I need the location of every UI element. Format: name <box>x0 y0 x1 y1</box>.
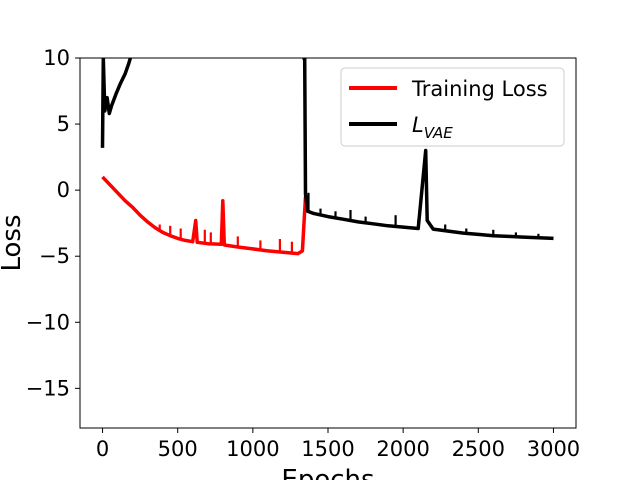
x-tick-label: 500 <box>158 437 198 461</box>
y-tick-label: 0 <box>57 178 70 202</box>
legend: Training Loss LVAE <box>340 67 565 147</box>
y-axis-ticks: 10 5 0 −5 −10 −15 <box>26 46 80 400</box>
x-tick-label: 1000 <box>226 437 279 461</box>
x-tick-label: 2000 <box>376 437 429 461</box>
legend-label-l-vae-sub: VAE <box>424 124 454 142</box>
x-tick-label: 1500 <box>301 437 354 461</box>
x-axis-title: Epochs <box>281 465 374 480</box>
series-layer <box>100 58 554 256</box>
series-line-l-vae <box>100 58 133 148</box>
x-axis-ticks: 0 500 1000 1500 2000 2500 3000 <box>96 428 580 461</box>
x-tick-label: 3000 <box>527 437 580 461</box>
y-tick-label: 5 <box>57 112 70 136</box>
legend-label-l-vae: LVAE <box>412 113 453 142</box>
legend-label-l-vae-main: L <box>412 113 424 137</box>
legend-label-training-loss: Training Loss <box>411 77 548 101</box>
x-tick-label: 2500 <box>452 437 505 461</box>
y-tick-label: −5 <box>39 244 70 268</box>
x-tick-label: 0 <box>96 437 109 461</box>
y-tick-label: −15 <box>26 376 70 400</box>
y-tick-label: −10 <box>26 310 70 334</box>
y-axis-title: Loss <box>0 214 27 271</box>
y-tick-label: 10 <box>43 46 70 70</box>
series-line-training-loss <box>101 175 308 256</box>
